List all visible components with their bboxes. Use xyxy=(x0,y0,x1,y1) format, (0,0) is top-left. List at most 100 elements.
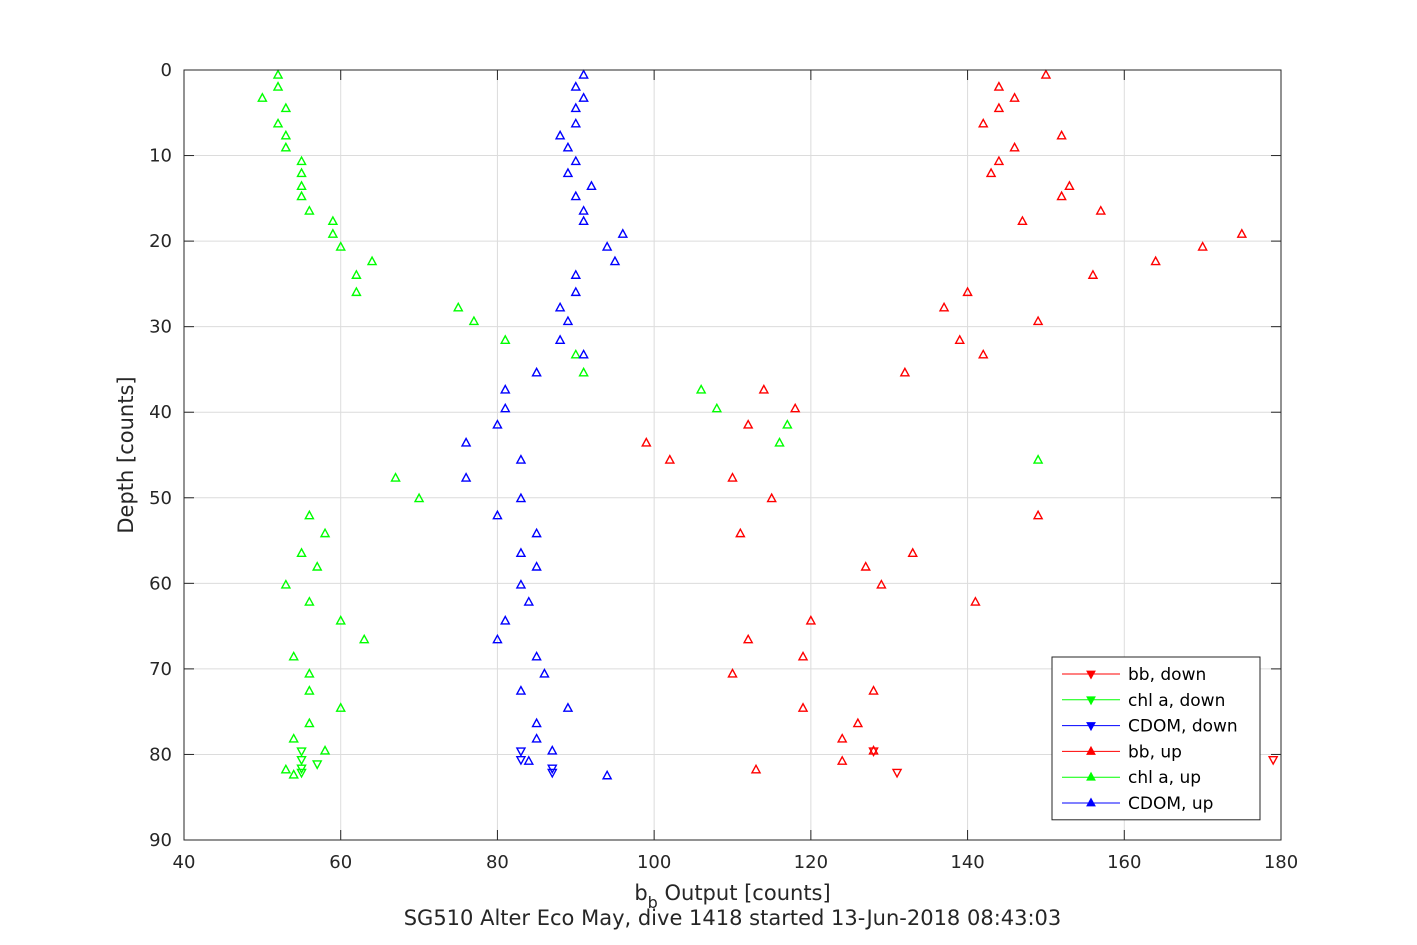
data-point xyxy=(891,768,903,779)
data-point xyxy=(562,167,574,178)
legend-label: CDOM, up xyxy=(1128,794,1213,814)
data-point xyxy=(351,286,362,297)
data-point xyxy=(531,733,542,743)
data-point xyxy=(1087,269,1099,279)
data-point xyxy=(1236,228,1248,238)
data-point xyxy=(993,81,1005,91)
y-tick-label: 20 xyxy=(149,231,172,252)
legend: bb, down chl a, down CDOM, down bb, up chl a… xyxy=(1051,656,1261,821)
x-tick-label: 160 xyxy=(1107,852,1141,873)
data-point xyxy=(766,492,777,503)
data-point xyxy=(617,228,629,238)
data-point xyxy=(296,167,307,178)
series-bb-up xyxy=(641,69,1248,774)
legend-box xyxy=(1051,656,1261,821)
data-point xyxy=(547,768,558,779)
data-point xyxy=(523,596,535,606)
x-tick-label: 60 xyxy=(329,852,352,873)
data-point xyxy=(296,768,307,779)
data-point xyxy=(304,717,315,728)
data-point xyxy=(695,384,707,394)
data-point xyxy=(335,241,346,251)
data-point xyxy=(335,702,346,712)
data-point xyxy=(742,419,754,429)
data-point xyxy=(288,650,299,661)
data-point xyxy=(280,141,292,152)
data-point xyxy=(296,755,307,766)
data-point xyxy=(515,685,527,695)
data-point xyxy=(985,167,997,178)
data-point xyxy=(570,117,582,128)
y-tick-label: 50 xyxy=(149,488,172,509)
data-point xyxy=(304,668,315,678)
data-point xyxy=(304,205,315,215)
y-tick-label: 80 xyxy=(149,744,172,765)
data-point xyxy=(578,92,589,102)
series-chl-a-down xyxy=(296,747,323,779)
data-point xyxy=(500,402,511,413)
legend-entry: CDOM, down xyxy=(1062,717,1238,737)
data-point xyxy=(492,419,503,429)
data-point xyxy=(586,180,597,190)
data-point xyxy=(319,745,331,755)
data-point xyxy=(272,117,284,128)
data-point xyxy=(797,702,809,712)
series-bb-down xyxy=(868,747,1279,779)
data-point xyxy=(735,527,746,538)
legend-label: chl a, down xyxy=(1128,691,1225,711)
legend-marker xyxy=(1086,745,1096,755)
legend-label: chl a, up xyxy=(1128,768,1201,788)
data-point xyxy=(836,755,848,765)
data-point xyxy=(578,215,589,226)
data-point xyxy=(311,561,323,571)
x-tick-label: 140 xyxy=(950,852,984,873)
data-point xyxy=(570,155,582,166)
data-point xyxy=(413,492,425,503)
data-point xyxy=(272,69,284,79)
data-point xyxy=(938,301,950,312)
data-point xyxy=(852,717,864,728)
legend-label: bb, up xyxy=(1128,742,1182,762)
data-point xyxy=(727,472,738,482)
data-point xyxy=(578,205,589,215)
data-point xyxy=(296,155,307,166)
data-point xyxy=(782,419,793,429)
data-point xyxy=(327,215,339,226)
data-point xyxy=(280,102,292,113)
data-point xyxy=(272,81,284,91)
data-point xyxy=(515,579,527,589)
data-point xyxy=(562,315,574,326)
data-point xyxy=(570,269,582,279)
x-tick-label: 80 xyxy=(486,852,509,873)
data-point xyxy=(993,102,1005,113)
data-point xyxy=(907,547,918,558)
data-point xyxy=(742,633,754,644)
data-point xyxy=(578,69,589,79)
data-point xyxy=(774,437,785,447)
data-point xyxy=(962,286,973,297)
x-tick-label: 40 xyxy=(173,852,196,873)
data-point xyxy=(460,437,472,447)
data-point xyxy=(296,180,307,190)
data-point xyxy=(311,760,323,770)
y-tick-label: 70 xyxy=(149,659,172,680)
data-point xyxy=(280,129,292,140)
data-point xyxy=(758,384,770,394)
data-point xyxy=(257,92,268,102)
data-point xyxy=(304,509,315,520)
legend-marker xyxy=(1086,722,1096,732)
data-point xyxy=(304,685,315,695)
x-axis-label-rest: Output [counts] xyxy=(658,881,831,905)
data-point xyxy=(1267,755,1279,766)
legend-label: CDOM, down xyxy=(1128,717,1238,737)
data-point xyxy=(390,472,401,482)
ticks: 40 60 80 100 120 140 160 180 0 10 20 30 40 50 60 70 80 90 xyxy=(149,60,1298,873)
data-point xyxy=(288,769,299,779)
data-point xyxy=(296,747,307,757)
data-point xyxy=(578,348,589,359)
x-tick-label: 180 xyxy=(1264,852,1298,873)
data-point xyxy=(1150,255,1161,266)
data-point xyxy=(570,286,582,297)
data-point xyxy=(1095,205,1107,215)
data-point xyxy=(641,437,652,447)
